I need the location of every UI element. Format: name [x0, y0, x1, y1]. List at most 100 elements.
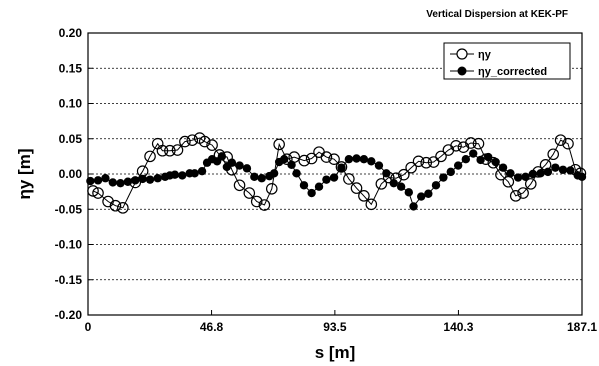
data-point: [476, 155, 485, 165]
data-point: [320, 151, 333, 163]
data-point: [335, 161, 348, 173]
data-point: [558, 165, 568, 174]
data-point: [513, 173, 523, 182]
y-tick-label: -0.15: [55, 273, 83, 287]
data-point: [233, 179, 246, 192]
data-point: [307, 188, 316, 198]
data-point: [217, 152, 227, 161]
data-point: [117, 202, 129, 214]
data-point: [243, 187, 256, 199]
data-point: [288, 151, 301, 163]
data-point: [337, 163, 346, 172]
data-point: [389, 178, 398, 188]
data-point: [469, 149, 478, 158]
data-point: [250, 172, 259, 182]
y-axis-label: ηy [m]: [15, 149, 34, 200]
data-point: [170, 170, 180, 179]
data-point: [164, 144, 176, 157]
data-point: [93, 176, 103, 185]
data-point: [491, 157, 500, 167]
data-point: [344, 154, 354, 164]
data-point: [197, 166, 207, 176]
data-point: [206, 139, 218, 151]
data-point: [131, 176, 140, 185]
data-point: [108, 178, 118, 187]
data-point: [412, 155, 425, 168]
y-tick-label: 0.20: [59, 26, 83, 40]
data-point: [269, 169, 279, 178]
series-layer: [86, 132, 587, 214]
data-point: [109, 199, 122, 212]
data-point: [171, 144, 184, 156]
x-tick-label: 93.5: [323, 320, 347, 334]
data-point: [528, 169, 538, 179]
data-point: [138, 174, 147, 184]
data-point: [547, 148, 560, 161]
data-point: [328, 153, 340, 165]
data-point: [484, 152, 493, 162]
y-tick-label: -0.05: [55, 202, 83, 216]
data-point: [517, 187, 529, 199]
legend: ηy ηy_corrected: [443, 42, 571, 80]
data-point: [87, 185, 99, 197]
data-point: [352, 154, 361, 163]
data-point: [198, 135, 211, 148]
data-point: [350, 182, 363, 194]
data-point: [123, 177, 133, 186]
data-point: [343, 173, 355, 185]
data-point: [382, 169, 391, 178]
y-tick-label: -0.10: [55, 238, 83, 252]
x-axis-label: s [m]: [315, 343, 356, 362]
x-tick-label: 187.1: [567, 320, 597, 334]
data-point: [257, 174, 266, 183]
data-point: [431, 181, 441, 190]
y-tick-label: 0.05: [59, 132, 83, 146]
legend-label-eta-y-corrected: ηy_corrected: [478, 66, 547, 78]
x-axis-ticks: 0 46.8 93.5 140.3 187.1: [85, 310, 597, 334]
y-tick-label: -0.20: [55, 308, 83, 322]
chart-title: Vertical Dispersion at KEK-PF: [426, 9, 568, 20]
data-point: [375, 178, 388, 190]
data-point: [435, 150, 447, 163]
data-point: [521, 172, 530, 182]
data-point: [359, 154, 369, 164]
data-point: [116, 178, 125, 188]
data-point: [424, 189, 433, 198]
legend-marker-eta-y: [456, 48, 468, 60]
data-point: [258, 199, 271, 211]
data-point: [287, 160, 296, 170]
data-point: [472, 137, 485, 150]
data-point: [566, 166, 575, 175]
data-point: [101, 174, 110, 183]
data-point: [273, 138, 285, 151]
data-point: [404, 188, 413, 197]
data-point: [524, 178, 537, 190]
data-point: [554, 134, 567, 146]
y-tick-label: 0.15: [59, 61, 83, 75]
data-point: [322, 175, 331, 184]
series-eta-y-corrected: [86, 149, 587, 211]
data-point: [439, 173, 448, 182]
data-point: [144, 150, 156, 163]
data-point: [153, 174, 162, 183]
legend-marker-eta-y-corrected: [457, 66, 467, 76]
data-point: [506, 169, 515, 178]
x-tick-label: 0: [85, 320, 92, 334]
data-point: [453, 161, 463, 170]
data-point: [179, 135, 191, 148]
data-point: [265, 183, 278, 195]
data-point: [465, 137, 477, 149]
data-point: [299, 181, 309, 190]
y-tick-label: 0.00: [59, 167, 83, 181]
data-point: [551, 163, 560, 172]
data-point: [397, 168, 410, 181]
y-tick-label: 0.10: [59, 97, 83, 111]
data-point: [446, 167, 455, 177]
data-point: [92, 187, 104, 199]
data-point: [279, 154, 289, 164]
data-point: [86, 176, 95, 186]
data-point: [156, 144, 169, 157]
data-point: [498, 163, 508, 172]
data-point: [427, 156, 440, 168]
